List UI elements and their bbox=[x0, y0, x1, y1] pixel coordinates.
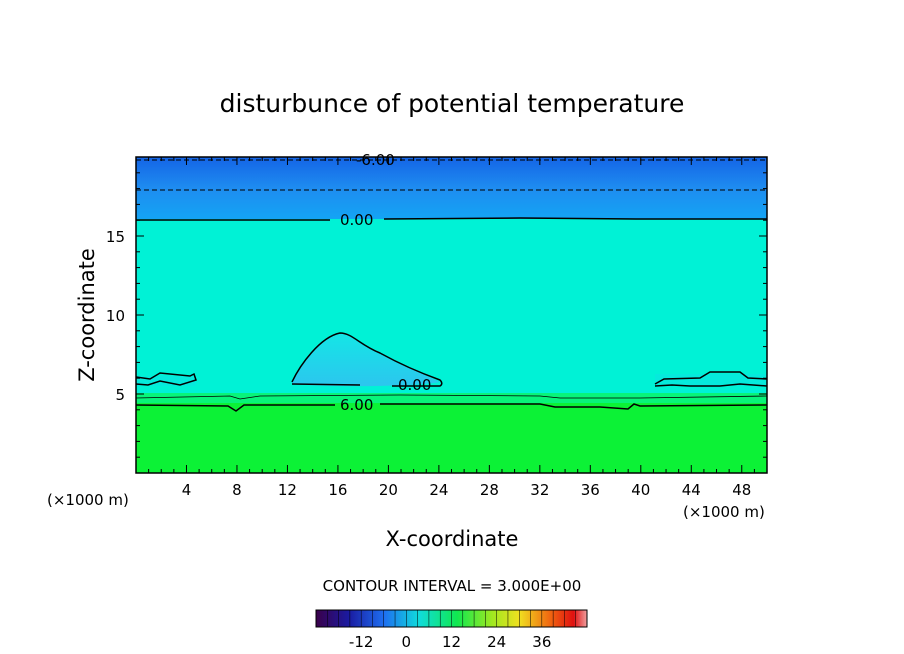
chart-title: disturbunce of potential temperature bbox=[220, 89, 685, 118]
x-tick-label: 36 bbox=[581, 481, 600, 499]
contour-right-patch bbox=[654, 371, 767, 387]
field-mid-cyan bbox=[136, 219, 767, 399]
x-tick-labels: 4 8 12 16 20 24 28 32 36 40 44 48 bbox=[182, 481, 752, 499]
colorbar-tick-label: 12 bbox=[442, 633, 461, 651]
x-unit-label: (×1000 m) bbox=[683, 503, 765, 521]
x-tick-label: 8 bbox=[232, 481, 242, 499]
contour-zero-bubble bbox=[291, 332, 443, 387]
x-tick-label: 4 bbox=[182, 481, 192, 499]
contour-label-six: 6.00 bbox=[340, 396, 373, 414]
colorbar-tick-label: -12 bbox=[349, 633, 374, 651]
y-tick-labels: 5 10 15 bbox=[106, 228, 125, 404]
x-tick-label: 32 bbox=[530, 481, 549, 499]
contour-interval-label: CONTOUR INTERVAL = 3.000E+00 bbox=[323, 577, 582, 595]
axis-ticks bbox=[136, 157, 767, 473]
y-tick-label: 5 bbox=[115, 386, 125, 404]
x-tick-label: 48 bbox=[732, 481, 751, 499]
x-tick-label: 40 bbox=[631, 481, 650, 499]
field-warm-bubble bbox=[292, 333, 440, 387]
y-tick-label: 10 bbox=[106, 307, 125, 325]
x-tick-label: 44 bbox=[682, 481, 701, 499]
colorbar-tick-labels: -12 0 12 24 36 bbox=[349, 633, 551, 651]
contour-left-patch bbox=[136, 372, 197, 386]
contour-transition bbox=[136, 394, 767, 400]
field-upper-blue bbox=[136, 157, 767, 219]
contour-six-lower bbox=[136, 403, 767, 412]
x-tick-label: 16 bbox=[328, 481, 347, 499]
field-right-patch bbox=[655, 374, 767, 386]
contour-label-zero-upper: 0.00 bbox=[340, 211, 373, 229]
x-tick-label: 20 bbox=[379, 481, 398, 499]
contour-label-zero-lower: 0.00 bbox=[398, 376, 431, 394]
colorbar-tick-label: 0 bbox=[402, 633, 412, 651]
x-tick-label: 12 bbox=[278, 481, 297, 499]
contour-zero-upper bbox=[136, 217, 767, 221]
field-left-patch bbox=[136, 376, 196, 386]
colorbar-segments bbox=[327, 610, 576, 627]
x-axis-label: X-coordinate bbox=[386, 527, 519, 551]
y-axis-label: Z-coordinate bbox=[75, 248, 99, 382]
y-tick-label: 15 bbox=[106, 228, 125, 246]
plot-area bbox=[136, 157, 767, 473]
field-lower-green bbox=[136, 397, 767, 473]
colorbar-tick-label: 36 bbox=[532, 633, 551, 651]
x-tick-label: 28 bbox=[480, 481, 499, 499]
colorbar-tick-label: 24 bbox=[487, 633, 506, 651]
x-tick-label: 24 bbox=[429, 481, 448, 499]
field-transition-band bbox=[136, 393, 767, 403]
z-unit-label: (×1000 m) bbox=[47, 491, 129, 509]
